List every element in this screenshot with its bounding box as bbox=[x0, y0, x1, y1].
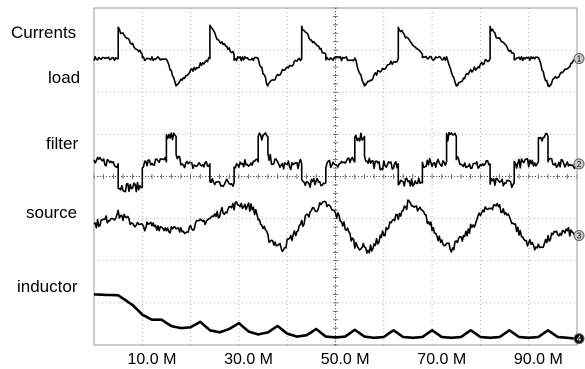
channel-marker-filter bbox=[573, 158, 585, 170]
series-label-inductor: inductor bbox=[17, 277, 78, 296]
x-tick-label: 30.0 M bbox=[224, 351, 273, 368]
channel-marker-number: 4 bbox=[577, 335, 582, 344]
x-tick-label: 90.0 M bbox=[514, 351, 563, 368]
x-tick-label: 50.0 M bbox=[321, 351, 370, 368]
channel-marker-number: 2 bbox=[577, 160, 582, 169]
trace-source bbox=[93, 199, 578, 254]
x-tick-label: 10.0 M bbox=[127, 351, 176, 368]
traces bbox=[93, 24, 578, 340]
series-label-load: load bbox=[48, 68, 80, 87]
grid bbox=[93, 7, 578, 346]
trace-load bbox=[93, 24, 578, 88]
series-label-source: source bbox=[26, 203, 77, 222]
series-label-filter: filter bbox=[46, 134, 78, 153]
channel-marker-source bbox=[573, 229, 585, 241]
channel-marker-number: 3 bbox=[577, 231, 582, 240]
channel-marker-number: 1 bbox=[577, 55, 582, 64]
chart-title: Currents bbox=[11, 23, 76, 42]
label-background bbox=[0, 0, 92, 345]
x-tick-label: 70.0 M bbox=[417, 351, 466, 368]
trace-inductor bbox=[93, 293, 578, 340]
channel-marker-load bbox=[573, 53, 585, 65]
x-tick-labels: 10.0 M 30.0 M 50.0 M 70.0 M 90.0 M bbox=[127, 351, 562, 368]
trace-filter bbox=[93, 131, 578, 193]
channel-markers: 1 2 3 4 bbox=[573, 53, 585, 345]
channel-marker-inductor bbox=[573, 333, 585, 345]
